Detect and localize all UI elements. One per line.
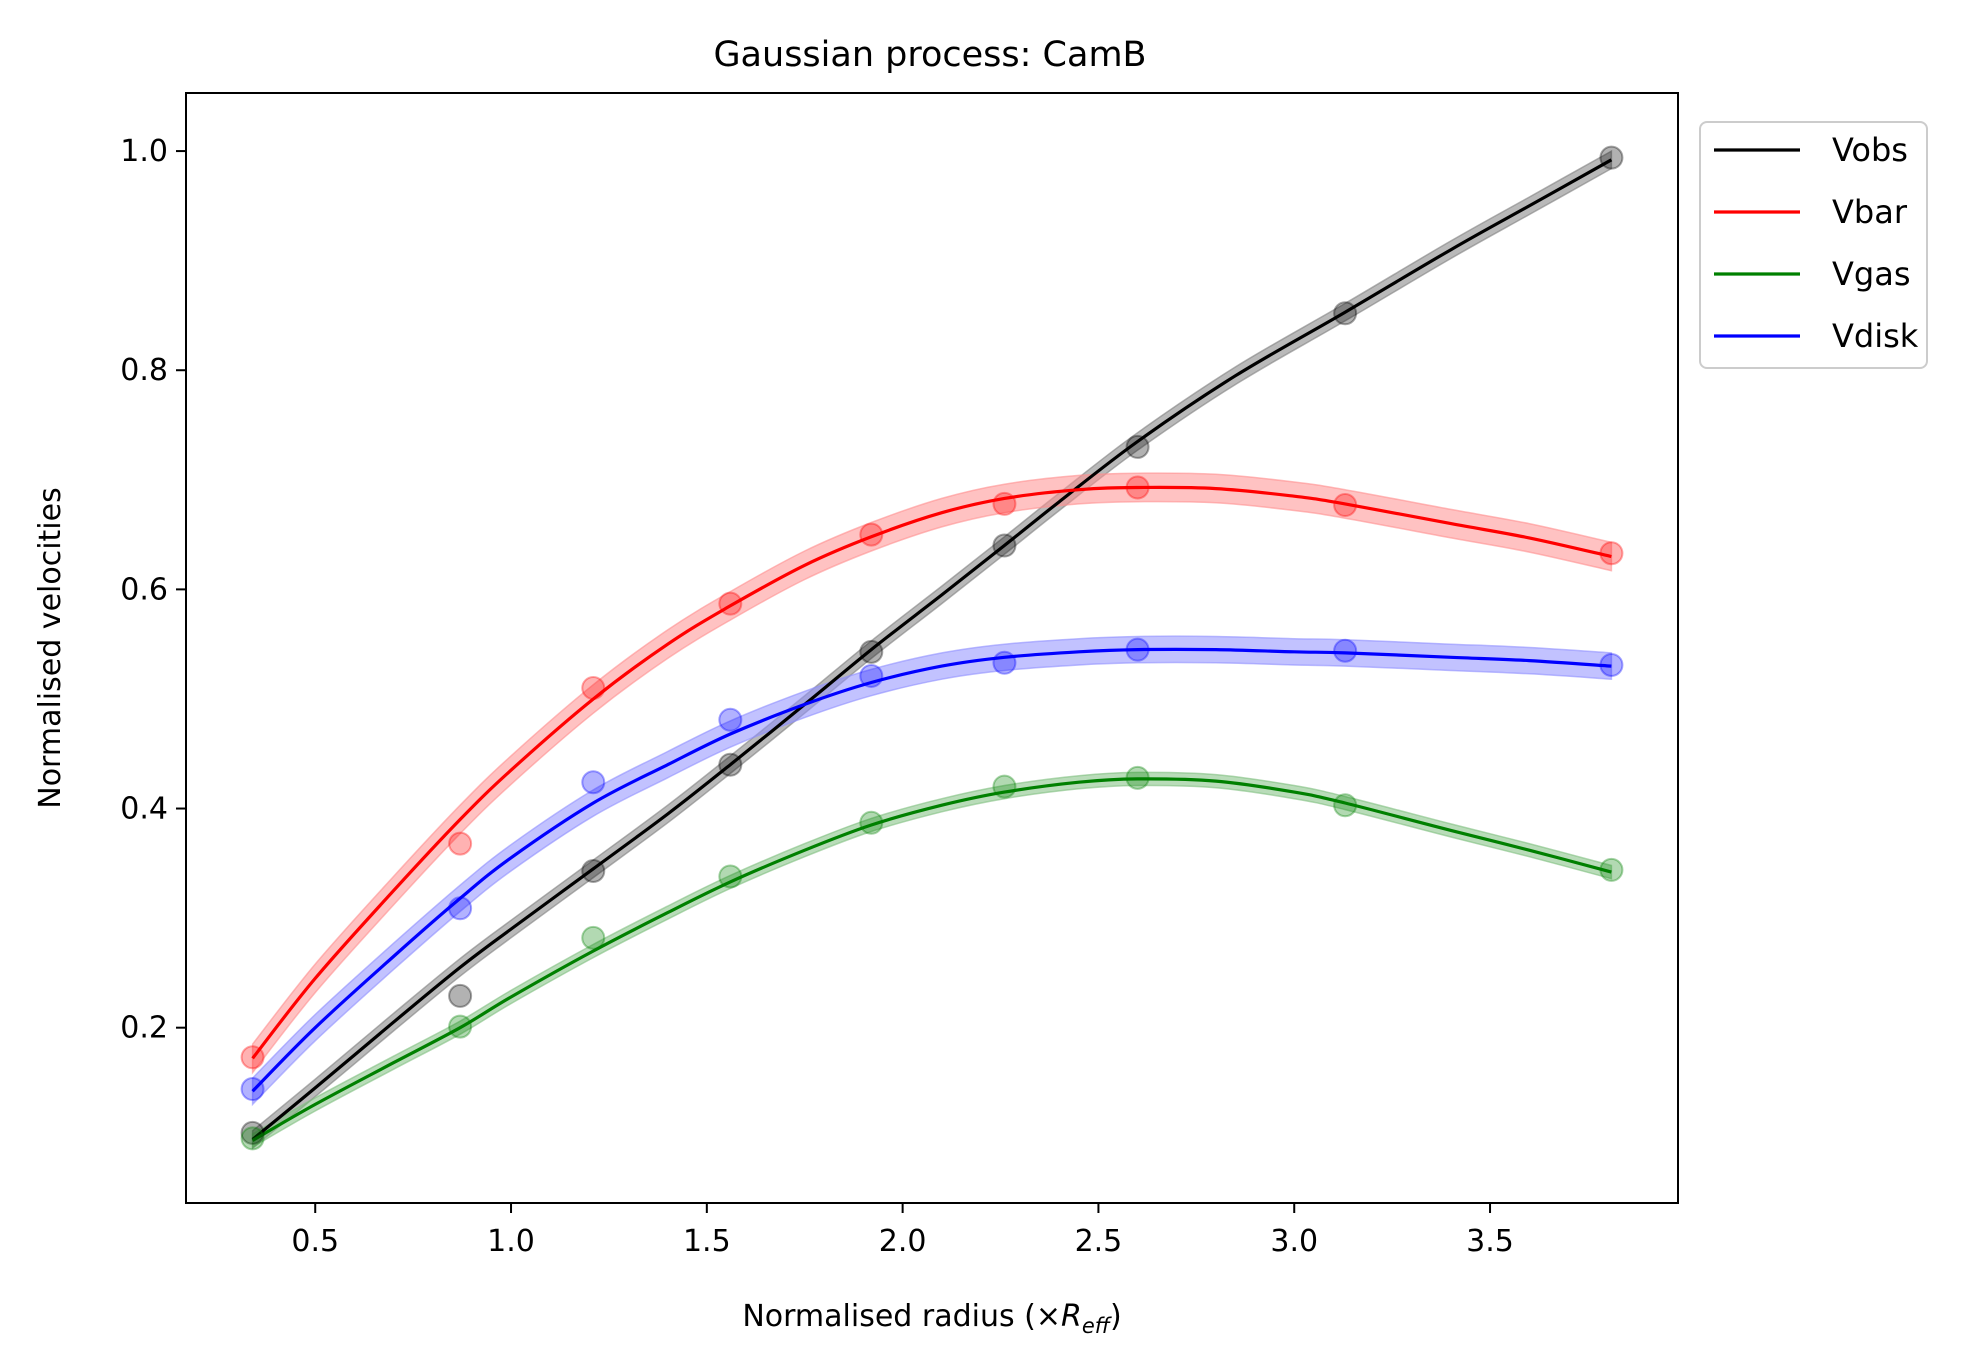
vgas-data-point	[1333, 793, 1358, 818]
vobs-line	[251, 158, 1613, 1141]
axes-frame	[185, 92, 1679, 1204]
vobs-data-point	[1125, 434, 1150, 459]
vgas-line	[251, 777, 1612, 1142]
vgas-data-point	[581, 925, 606, 950]
vgas-data-point	[718, 864, 743, 889]
vbar-data-point	[1333, 493, 1358, 518]
vbar-line	[251, 485, 1612, 1060]
x-tick-label: 3.0	[1270, 1224, 1318, 1259]
vdisk-data-point	[859, 663, 884, 688]
vobs-data-point	[859, 639, 884, 664]
legend-label-vbar: Vbar	[1832, 193, 1908, 231]
vdisk-data-point	[581, 770, 606, 795]
vdisk-line	[251, 647, 1612, 1093]
vgas-data-point	[240, 1126, 265, 1151]
x-tick-label: 3.5	[1466, 1224, 1514, 1259]
vdisk-data-point	[1333, 638, 1358, 663]
vdisk-data-point	[718, 707, 743, 732]
x-axis-label-subscript: eff	[1082, 1314, 1113, 1338]
x-tick-label: 2.0	[879, 1224, 927, 1259]
vgas-data-point	[992, 774, 1017, 799]
y-tick-label: 0.6	[120, 572, 168, 607]
vgas-data-point	[1125, 765, 1150, 790]
vobs-data-point	[1333, 301, 1358, 326]
y-axis-label: Normalised velocities	[33, 487, 68, 808]
x-axis-label: Normalised radius (×Reff)	[742, 1299, 1121, 1338]
vdisk-data-point	[1125, 637, 1150, 662]
data-points	[240, 145, 1624, 1151]
vobs-data-point	[581, 858, 606, 883]
x-axis-label-suffix: )	[1110, 1299, 1122, 1334]
legend-label-vobs: Vobs	[1832, 131, 1908, 169]
vbar-data-point	[581, 675, 606, 700]
x-tick-label: 1.5	[683, 1224, 731, 1259]
vobs-data-point	[240, 1120, 265, 1145]
vobs-data-point	[1599, 145, 1624, 170]
vdisk-data-point	[1599, 652, 1624, 677]
series-lines	[251, 158, 1613, 1142]
y-axis-ticks: 0.2 0.4 0.6 0.8 1.0	[120, 134, 186, 1046]
vbar-data-point	[859, 522, 884, 547]
vobs-confidence-band	[251, 149, 1613, 1150]
x-tick-label: 1.0	[487, 1224, 535, 1259]
y-tick-label: 0.8	[120, 353, 168, 388]
plot-area	[185, 92, 1679, 1204]
vbar-data-point	[992, 491, 1017, 516]
x-axis-label-prefix: Normalised radius (×	[742, 1299, 1061, 1334]
y-tick-label: 0.4	[120, 792, 168, 827]
vdisk-data-point	[992, 650, 1017, 675]
vdisk-data-point	[240, 1077, 265, 1102]
vobs-data-point	[448, 983, 473, 1008]
vgas-data-point	[1599, 857, 1624, 882]
legend: Vobs Vbar Vgas Vdisk	[1699, 121, 1928, 369]
legend-items: Vobs Vbar Vgas Vdisk	[1714, 131, 1919, 355]
legend-frame	[1699, 121, 1928, 369]
legend-label-vgas: Vgas	[1832, 255, 1910, 293]
vbar-confidence-band	[251, 472, 1613, 1075]
legend-label-vdisk: Vdisk	[1832, 317, 1919, 355]
x-axis-label-symbol: R	[1061, 1299, 1082, 1334]
vobs-data-point	[718, 752, 743, 777]
x-tick-label: 0.5	[291, 1224, 339, 1259]
vgas-data-point	[448, 1014, 473, 1039]
vdisk-data-point	[448, 896, 473, 921]
vgas-data-point	[859, 810, 884, 835]
vbar-data-point	[448, 831, 473, 856]
vbar-data-point	[240, 1045, 265, 1070]
vobs-data-point	[992, 533, 1017, 558]
vbar-data-point	[718, 591, 743, 616]
x-tick-label: 2.5	[1075, 1224, 1123, 1259]
confidence-bands	[251, 149, 1613, 1150]
x-axis-ticks: 0.5 1.0 1.5 2.0 2.5 3.0 3.5	[291, 1203, 1514, 1259]
vbar-data-point	[1125, 475, 1150, 500]
chart-title: Gaussian process: CamB	[713, 35, 1146, 75]
y-tick-label: 1.0	[120, 134, 168, 169]
vbar-data-point	[1599, 541, 1624, 566]
y-tick-label: 0.2	[120, 1011, 168, 1046]
vdisk-confidence-band	[251, 635, 1613, 1107]
